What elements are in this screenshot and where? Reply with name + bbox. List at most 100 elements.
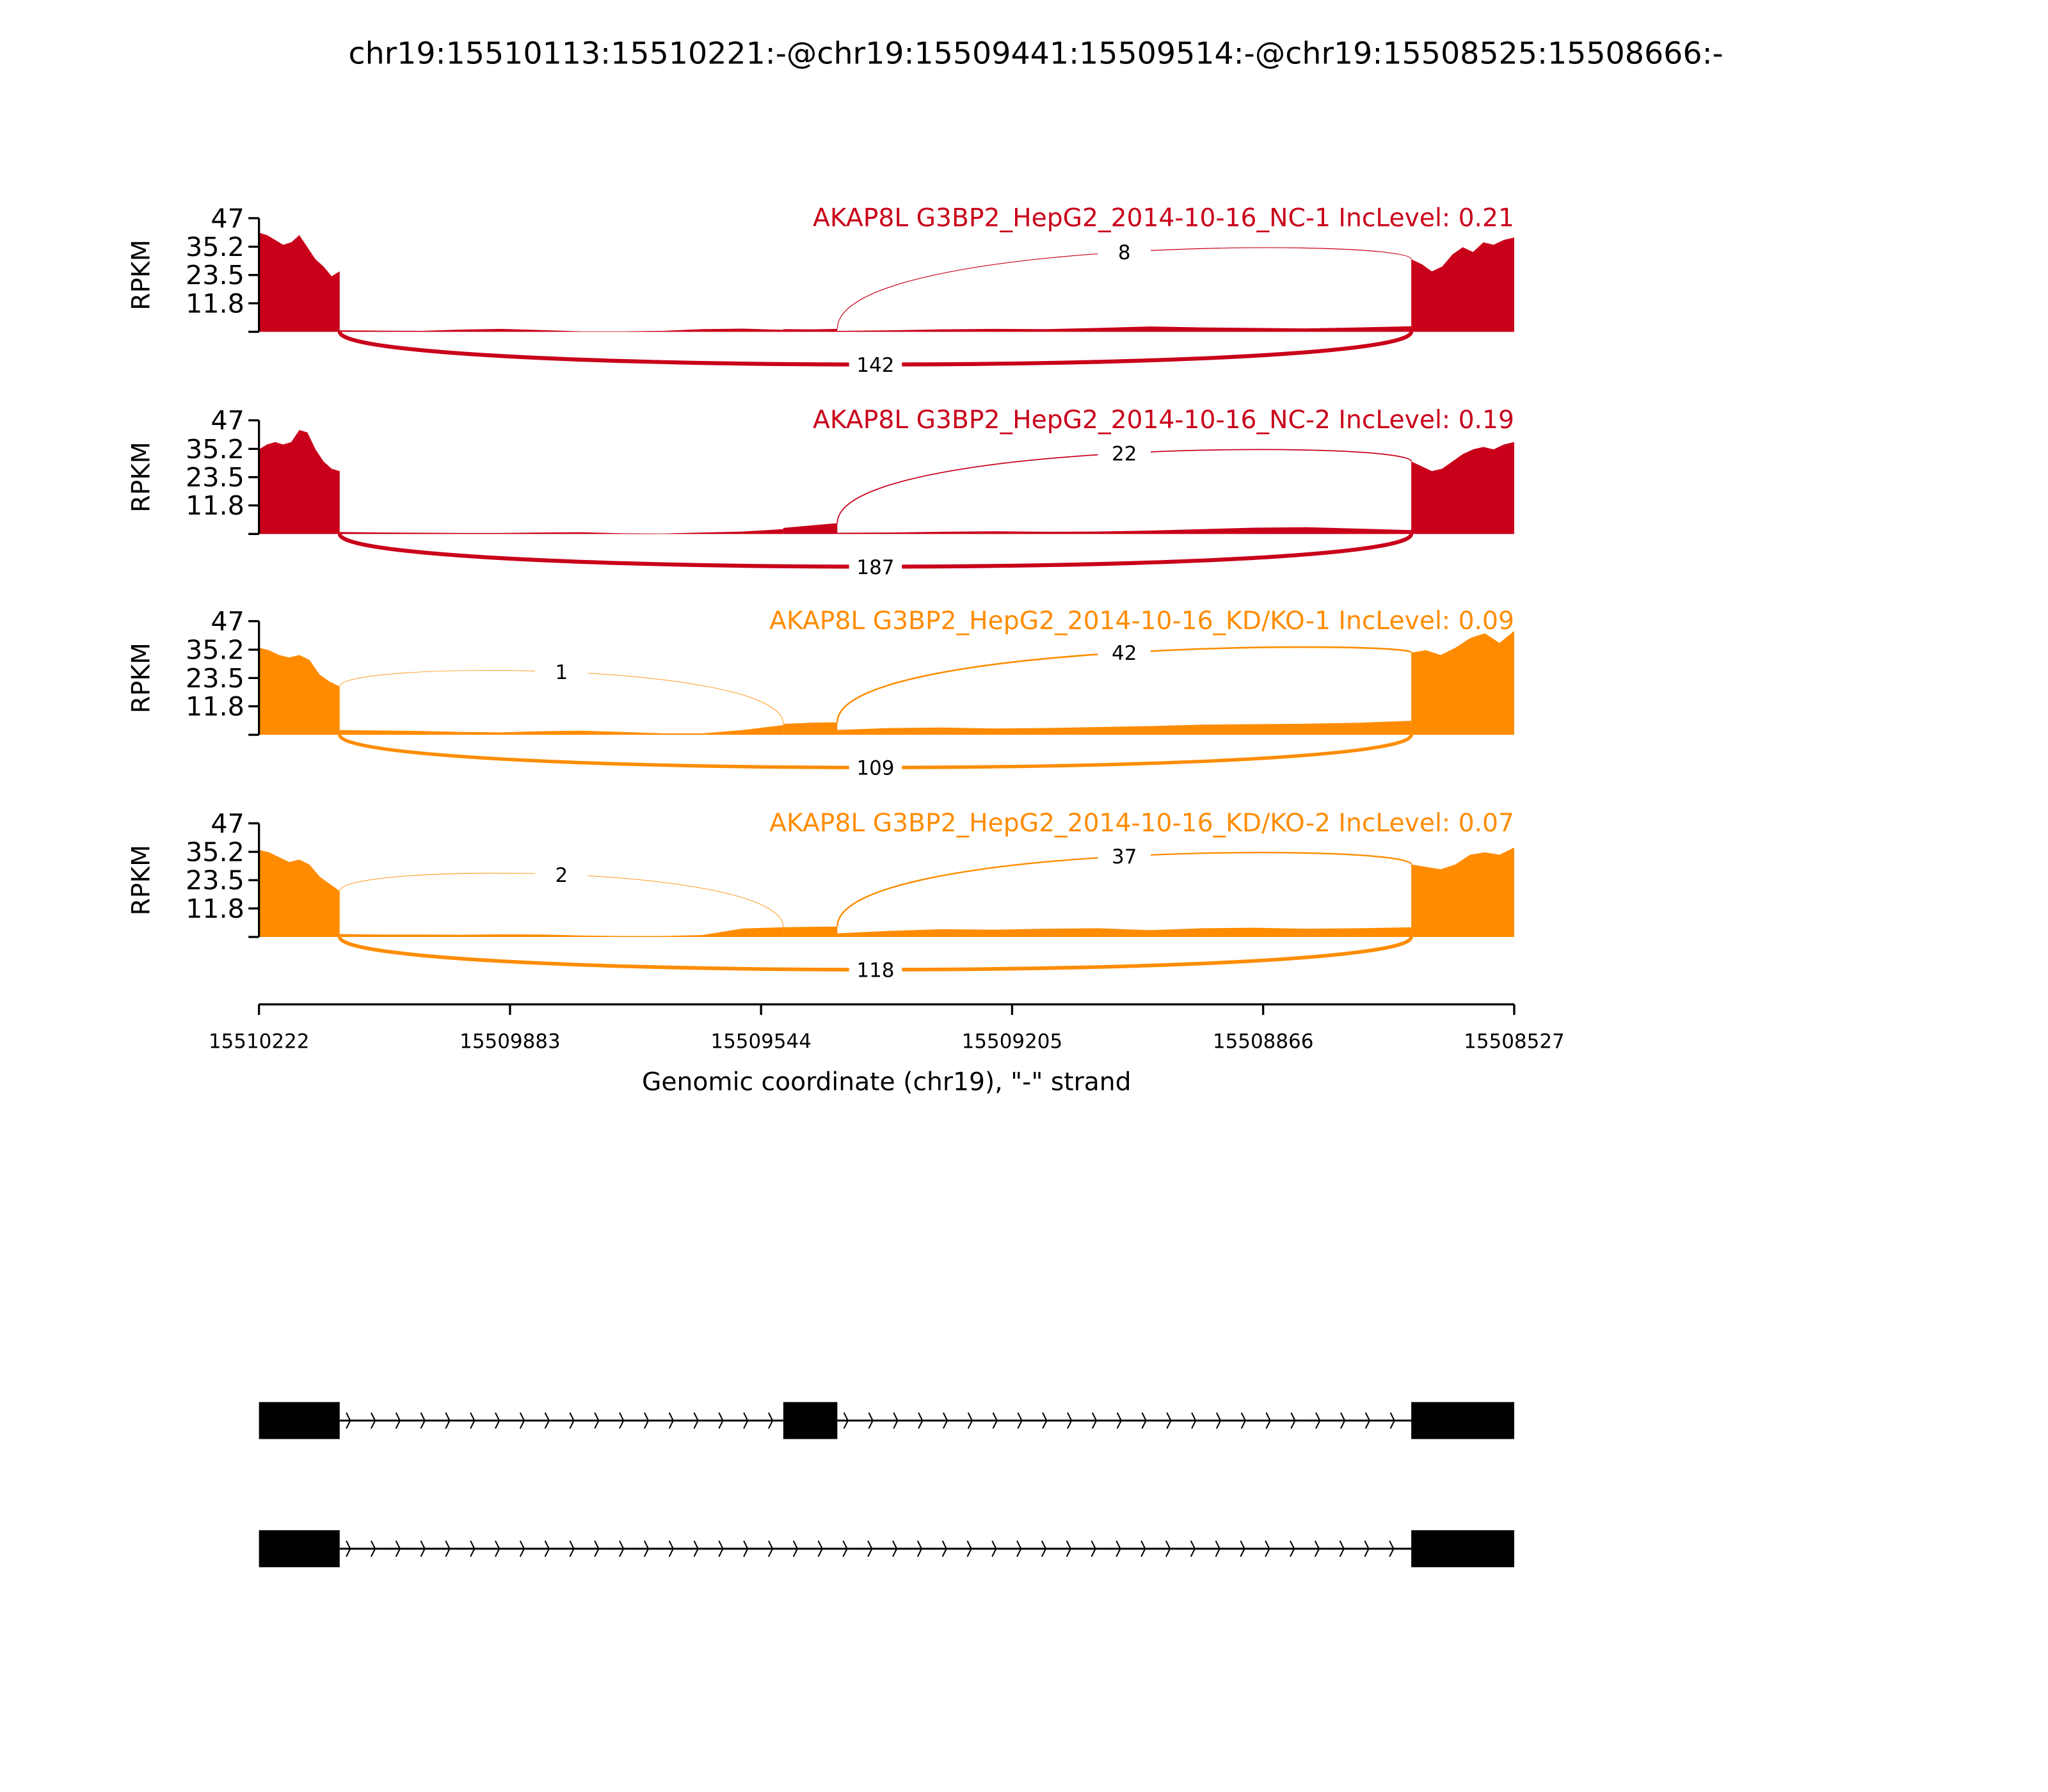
strand-chevron-icon [992, 1412, 998, 1429]
strand-chevron-icon [966, 1540, 972, 1557]
y-tick-label: 47 [211, 808, 244, 839]
strand-chevron-icon [1191, 1412, 1197, 1429]
strand-chevron-icon [718, 1540, 724, 1557]
strand-chevron-icon [1067, 1412, 1073, 1429]
strand-chevron-icon [1066, 1540, 1072, 1557]
x-tick-label: 15509205 [962, 1030, 1063, 1053]
junction-label-bg [1098, 240, 1151, 264]
strand-chevron-icon [1116, 1540, 1121, 1557]
strand-chevron-icon [643, 1412, 650, 1429]
strand-chevron-icon [1017, 1412, 1023, 1429]
y-tick-label: 23.5 [186, 260, 244, 291]
strand-chevron-icon [842, 1540, 848, 1557]
x-axis: 15510222 15509883 15509544 15509205 15508866… [209, 1003, 1565, 1053]
strand-chevron-icon [718, 1412, 724, 1429]
y-tick-label: 11.8 [186, 691, 244, 722]
strand-chevron-icon [991, 1540, 997, 1557]
coverage-exon3 [1411, 442, 1514, 534]
strand-chevron-icon [668, 1412, 675, 1429]
strand-chevron-icon [495, 1540, 500, 1557]
strand-chevron-icon [817, 1540, 823, 1557]
junction-count: 37 [1112, 845, 1137, 868]
strand-chevron-icon [1364, 1412, 1371, 1429]
coverage-intron1 [339, 725, 783, 735]
coverage-intron1 [339, 328, 783, 332]
strand-chevron-icon [1215, 1540, 1220, 1557]
exon-block [259, 1402, 340, 1439]
strand-chevron-icon [1265, 1540, 1270, 1557]
strand-chevron-icon [893, 1412, 899, 1429]
junction-count: 1 [555, 661, 568, 684]
strand-chevron-icon [1140, 1540, 1146, 1557]
strand-chevron-icon [395, 1540, 401, 1557]
strand-chevron-icon [1042, 1412, 1048, 1429]
junction-count: 187 [856, 556, 894, 579]
strand-chevron-icon [470, 1540, 476, 1557]
strand-chevron-icon [643, 1540, 650, 1557]
strand-chevron-icon [1116, 1412, 1122, 1429]
coverage-exon2 [783, 523, 838, 534]
strand-chevron-icon [569, 1412, 575, 1429]
y-tick-label: 47 [211, 405, 244, 436]
strand-chevron-icon [420, 1412, 426, 1429]
y-tick-label: 23.5 [186, 462, 244, 493]
junction-count: 118 [856, 959, 894, 982]
strand-chevron-icon [693, 1540, 699, 1557]
strand-chevron-icon [942, 1412, 948, 1429]
gene-models [259, 1402, 1514, 1567]
y-axis-label: RPKM [127, 643, 156, 713]
strand-chevron-icon [1240, 1540, 1245, 1557]
junction-label-bg [849, 755, 902, 780]
strand-chevron-icon [569, 1540, 575, 1557]
strand-chevron-icon [1290, 1412, 1296, 1429]
coverage-intron2 [837, 527, 1412, 534]
y-axis-label: RPKM [127, 845, 156, 915]
strand-chevron-icon [370, 1540, 376, 1557]
coverage-exon3 [1411, 847, 1514, 937]
strand-chevron-icon [668, 1540, 675, 1557]
coverage-intron1 [339, 529, 783, 534]
strand-chevron-icon [1141, 1412, 1147, 1429]
x-tick-label: 15510222 [209, 1030, 310, 1053]
strand-chevron-icon [445, 1540, 451, 1557]
y-tick-label: 11.8 [186, 288, 244, 319]
y-tick-label: 11.8 [186, 490, 244, 521]
strand-chevron-icon [1290, 1540, 1295, 1557]
transcript-model [259, 1530, 1514, 1567]
strand-chevron-icon [1339, 1540, 1345, 1557]
strand-chevron-icon [470, 1412, 476, 1429]
junction-count: 109 [856, 757, 894, 780]
strand-chevron-icon [1215, 1412, 1222, 1429]
strand-chevron-icon [519, 1412, 525, 1429]
strand-chevron-icon [967, 1412, 973, 1429]
strand-chevron-icon [941, 1540, 947, 1557]
strand-chevron-icon [916, 1540, 923, 1557]
coverage-exon2 [783, 722, 838, 735]
y-axis-label: RPKM [127, 442, 156, 512]
strand-chevron-icon [767, 1412, 774, 1429]
strand-chevron-icon [1389, 1412, 1395, 1429]
junction-label-bg [535, 862, 588, 887]
strand-chevron-icon [1041, 1540, 1047, 1557]
x-axis-label: Genomic coordinate (chr19), "-" strand [642, 1068, 1132, 1096]
sample-label: AKAP8L G3BP2_HepG2_2014-10-16_NC-1 IncLe… [813, 204, 1514, 232]
y-tick-label: 47 [211, 606, 244, 637]
junction-label-bg [849, 554, 902, 579]
y-tick-label: 35.2 [186, 635, 244, 666]
coverage-exon1 [259, 648, 340, 735]
strand-chevron-icon [619, 1540, 625, 1557]
strand-chevron-icon [867, 1540, 873, 1557]
strand-chevron-icon [918, 1412, 924, 1429]
junction-count: 142 [856, 354, 894, 377]
strand-chevron-icon [346, 1540, 351, 1557]
coverage-exon1 [259, 429, 340, 534]
strand-chevron-icon [1315, 1412, 1321, 1429]
strand-chevron-icon [1314, 1540, 1320, 1557]
strand-chevron-icon [843, 1412, 849, 1429]
sample-label: AKAP8L G3BP2_HepG2_2014-10-16_KD/KO-1 In… [769, 607, 1514, 636]
strand-chevron-icon [868, 1412, 874, 1429]
